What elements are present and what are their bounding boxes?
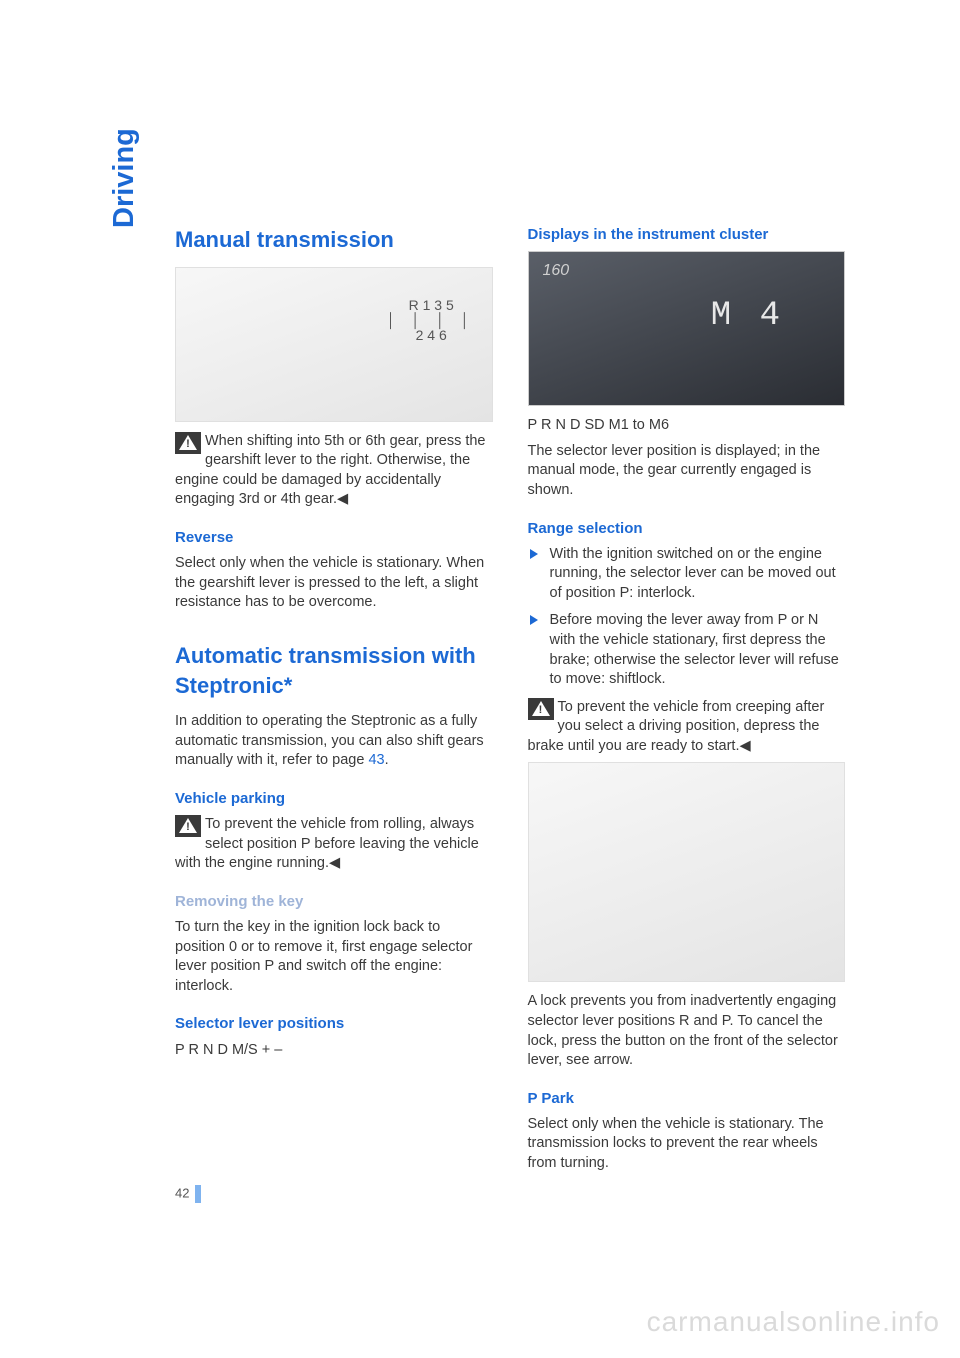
warning-creeping: To prevent the vehicle from creeping aft… xyxy=(528,698,846,757)
heading-manual-transmission: Manual transmission xyxy=(175,225,493,255)
left-column: Manual transmission R 1 3 5 │ │ │ │ 2 4 … xyxy=(175,225,493,1180)
warning-5th-6th-gear: When shifting into 5th or 6th gear, pres… xyxy=(175,432,493,510)
page-content: Manual transmission R 1 3 5 │ │ │ │ 2 4 … xyxy=(0,0,960,1180)
heading-p-park: P Park xyxy=(528,1089,846,1109)
removing-key-body: To turn the key in the ignition lock bac… xyxy=(175,918,493,996)
figure-manual-gearshift: R 1 3 5 │ │ │ │ 2 4 6 xyxy=(175,267,493,422)
heading-displays-cluster: Displays in the instrument cluster xyxy=(528,225,846,245)
shift-pattern: R 1 3 5 │ │ │ │ 2 4 6 xyxy=(387,298,476,344)
reverse-body: Select only when the vehicle is stationa… xyxy=(175,554,493,613)
shift-bot-row: 2 4 6 xyxy=(387,328,476,343)
range-bullets: With the ignition switched on or the eng… xyxy=(528,545,846,690)
heading-removing-key: Removing the key xyxy=(175,892,493,912)
warning-icon xyxy=(175,815,201,837)
figure-instrument-cluster: 160 M 4 xyxy=(528,251,846,406)
warning-icon xyxy=(528,698,554,720)
displays-line2: The selector lever position is displayed… xyxy=(528,442,846,501)
p-park-body: Select only when the vehicle is stationa… xyxy=(528,1115,846,1174)
displays-line1: P R N D SD M1 to M6 xyxy=(528,416,846,436)
page-link-43[interactable]: 43 xyxy=(368,752,384,768)
right-column: Displays in the instrument cluster 160 M… xyxy=(528,225,846,1180)
shift-top-row: R 1 3 5 xyxy=(387,298,476,313)
shift-lines: │ │ │ │ xyxy=(387,313,476,328)
page-number: 42 xyxy=(175,1185,201,1203)
cluster-speed: 160 xyxy=(543,260,570,282)
heading-automatic-steptronic: Automatic transmission with Steptronic* xyxy=(175,641,493,700)
range-after-fig: A lock prevents you from inadvertently e… xyxy=(528,992,846,1070)
warning-creeping-text: To prevent the vehicle from creeping aft… xyxy=(528,699,825,754)
selector-positions-body: P R N D M/S + – xyxy=(175,1041,493,1061)
watermark: carmanualsonline.info xyxy=(647,1306,940,1338)
warning-parking-text: To prevent the vehicle from rolling, alw… xyxy=(175,816,479,871)
heading-reverse: Reverse xyxy=(175,528,493,548)
heading-vehicle-parking: Vehicle parking xyxy=(175,789,493,809)
auto-intro: In addition to operating the Steptronic … xyxy=(175,712,493,771)
heading-selector-positions: Selector lever positions xyxy=(175,1014,493,1034)
warning-parking: To prevent the vehicle from rolling, alw… xyxy=(175,815,493,874)
cluster-gear: M 4 xyxy=(711,294,784,340)
warning-icon xyxy=(175,432,201,454)
range-bullet-2: Before moving the lever away from P or N… xyxy=(528,611,846,689)
side-tab: Driving xyxy=(108,128,141,228)
warning-text: When shifting into 5th or 6th gear, pres… xyxy=(175,433,486,508)
range-bullet-1: With the ignition switched on or the eng… xyxy=(528,545,846,604)
heading-range-selection: Range selection xyxy=(528,519,846,539)
auto-intro-a: In addition to operating the Steptronic … xyxy=(175,713,484,768)
figure-selector-lever xyxy=(528,762,846,982)
auto-intro-b: . xyxy=(385,752,389,768)
